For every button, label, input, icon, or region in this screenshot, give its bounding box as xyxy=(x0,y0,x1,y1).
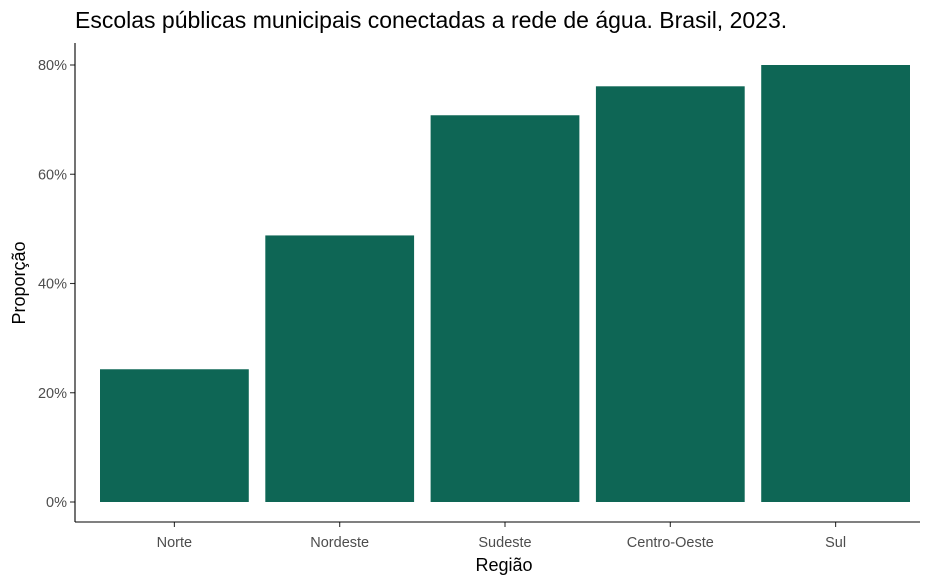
x-tick-label: Sul xyxy=(825,535,846,551)
y-axis-title: Proporção xyxy=(9,241,29,324)
bar-norte xyxy=(100,369,249,502)
bar-centro-oeste xyxy=(595,86,745,503)
bar-sudeste xyxy=(430,115,580,502)
x-tick-label: Norte xyxy=(157,535,192,551)
y-tick-label: 0% xyxy=(46,495,67,511)
x-tick-label: Nordeste xyxy=(310,535,369,551)
x-axis-ticks: Norte Nordeste Sudeste Centro-Oeste Sul xyxy=(157,522,846,551)
x-tick-label: Centro-Oeste xyxy=(627,535,714,551)
x-axis-title: Região xyxy=(475,555,532,575)
y-tick-label: 20% xyxy=(38,386,67,402)
bar-nordeste xyxy=(265,235,415,502)
x-tick-label: Sudeste xyxy=(478,535,531,551)
chart-title: Escolas públicas municipais conectadas a… xyxy=(75,7,787,33)
bar-sul xyxy=(761,65,910,502)
y-tick-label: 80% xyxy=(38,58,67,74)
y-axis-ticks: 0% 20% 40% 60% 80% xyxy=(38,58,75,511)
bars-group xyxy=(100,65,910,503)
y-tick-label: 60% xyxy=(38,167,67,183)
y-tick-label: 40% xyxy=(38,277,67,293)
